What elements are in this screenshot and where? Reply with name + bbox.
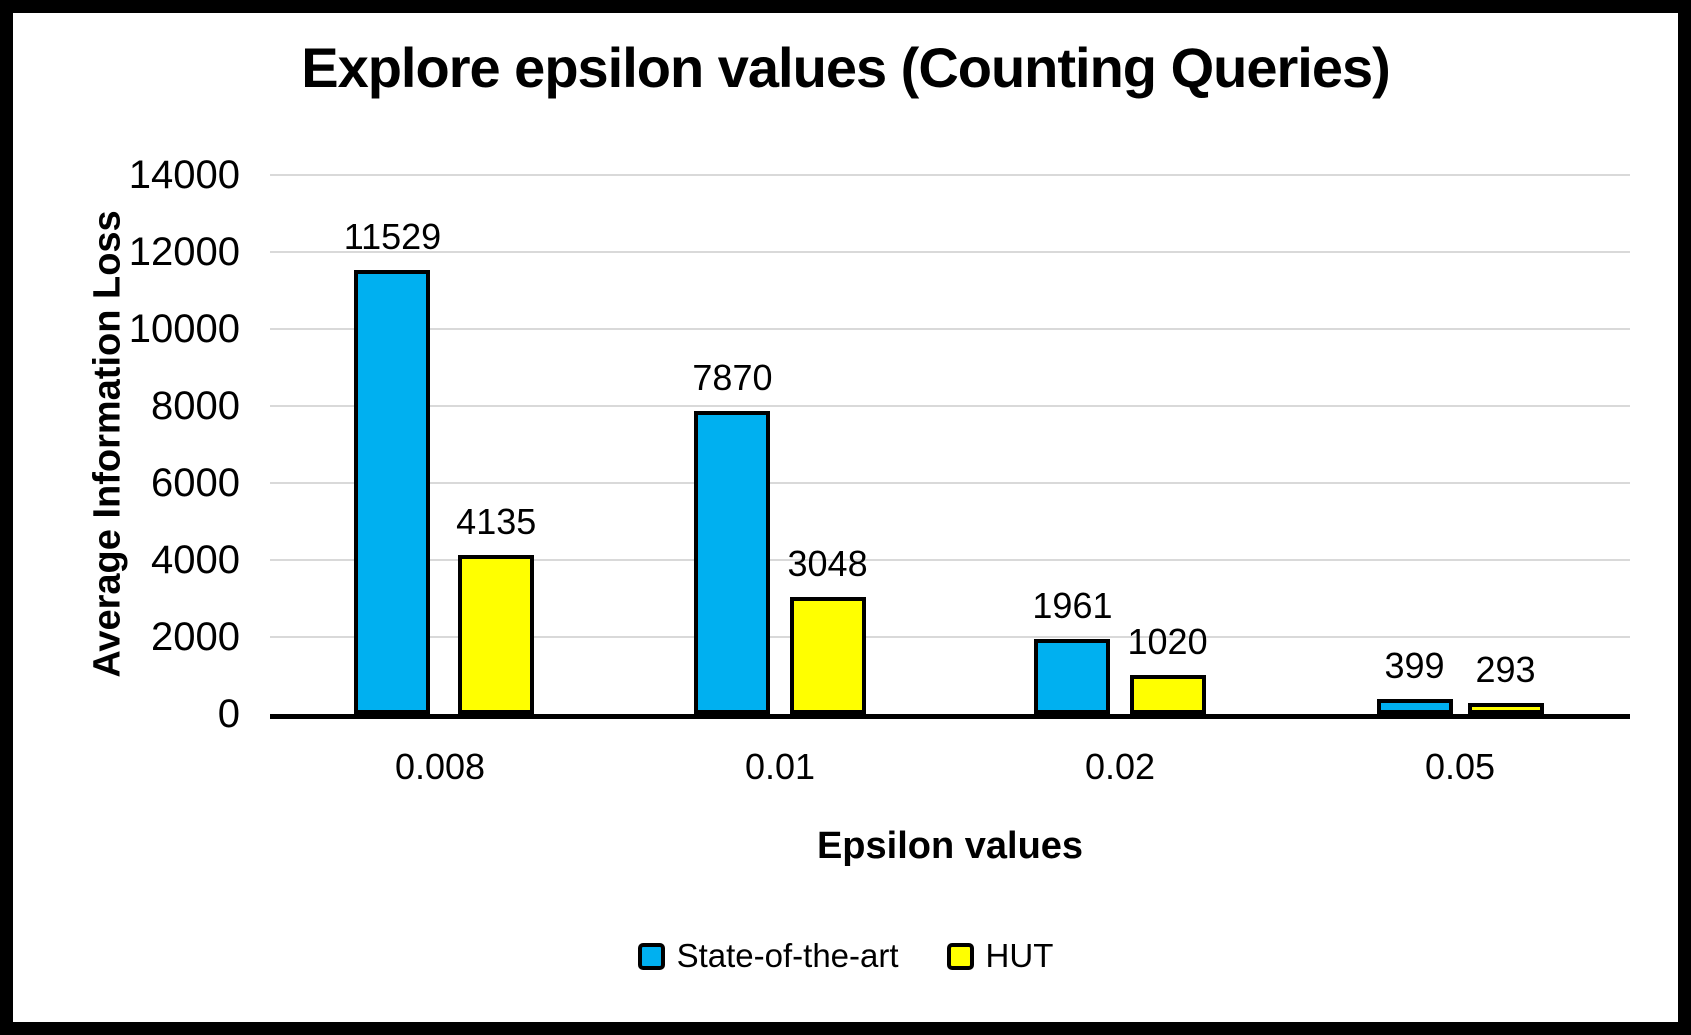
x-tick-label: 0.02 [1084,746,1156,787]
bar-cell: 3048 [788,543,868,714]
bar-group-0.05: 399 293 [1290,175,1630,714]
bar-hut [458,555,535,714]
y-tick-label: 4000 [151,538,240,582]
y-tick-label: 14000 [128,153,240,197]
bar-state-of-the-art [1034,639,1111,714]
gridline [270,636,1630,638]
y-tick-label: 10000 [128,307,240,351]
bar-state-of-the-art [1376,699,1453,714]
bar-cell: 293 [1467,649,1544,714]
y-tick-label: 6000 [151,461,240,505]
x-tick-labels: 0.008 0.01 0.02 0.05 [270,746,1630,788]
gridline [270,328,1630,330]
bar-cell: 7870 [692,357,773,714]
legend-swatch-state-of-the-art [637,942,665,970]
bar-cell: 1020 [1128,621,1208,714]
bar-value-label: 1961 [1032,585,1113,626]
bar-value-label: 293 [1475,649,1536,690]
bar-value-label: 11529 [343,216,442,257]
bar-cell: 11529 [344,216,441,714]
bar-hut [1467,703,1544,714]
bar-group-0.02: 1961 1020 [950,175,1290,714]
bar-group-0.01: 7870 3048 [610,175,950,714]
gridline [270,251,1630,253]
y-tick-label: 2000 [151,615,240,659]
gridline [270,559,1630,561]
bar-group-0.008: 11529 4135 [270,175,610,714]
bar-groups: 11529 4135 7870 3048 1961 1020 399 293 [270,175,1630,714]
legend-item-hut: HUT [946,937,1054,975]
bar-value-label: 399 [1384,645,1445,686]
y-tick-labels: 0 2000 4000 6000 8000 10000 12000 14000 [90,153,240,736]
y-tick-label: 0 [217,692,240,736]
bar-value-label: 1020 [1127,621,1208,662]
legend-item-state-of-the-art: State-of-the-art [637,937,899,975]
bar-cell: 4135 [456,501,536,714]
bar-cell: 1961 [1032,585,1113,714]
bar-cell: 399 [1376,645,1453,714]
bar-hut [1129,675,1206,714]
legend-swatch-hut [946,942,974,970]
legend-label: State-of-the-art [676,937,899,974]
bar-value-label: 4135 [456,501,537,542]
legend-label: HUT [985,937,1054,974]
x-axis-title: Epsilon values [816,825,1084,867]
gridline [270,174,1630,176]
bar-hut [789,597,866,714]
bar-value-label: 3048 [787,543,868,584]
gridline [270,482,1630,484]
bar-state-of-the-art [694,411,771,714]
plot-area: 11529 4135 7870 3048 1961 1020 399 293 [270,174,1630,719]
gridline [270,405,1630,407]
chart-title: Explore epsilon values (Counting Queries… [301,36,1391,99]
x-tick-label: 0.008 [394,746,486,787]
bar-value-label: 7870 [692,357,773,398]
x-tick-label: 0.05 [1424,746,1496,787]
y-tick-label: 12000 [128,230,240,274]
y-tick-label: 8000 [151,384,240,428]
bar-state-of-the-art [354,270,431,714]
legend: State-of-the-art HUT [13,937,1678,975]
x-tick-label: 0.01 [744,746,816,787]
